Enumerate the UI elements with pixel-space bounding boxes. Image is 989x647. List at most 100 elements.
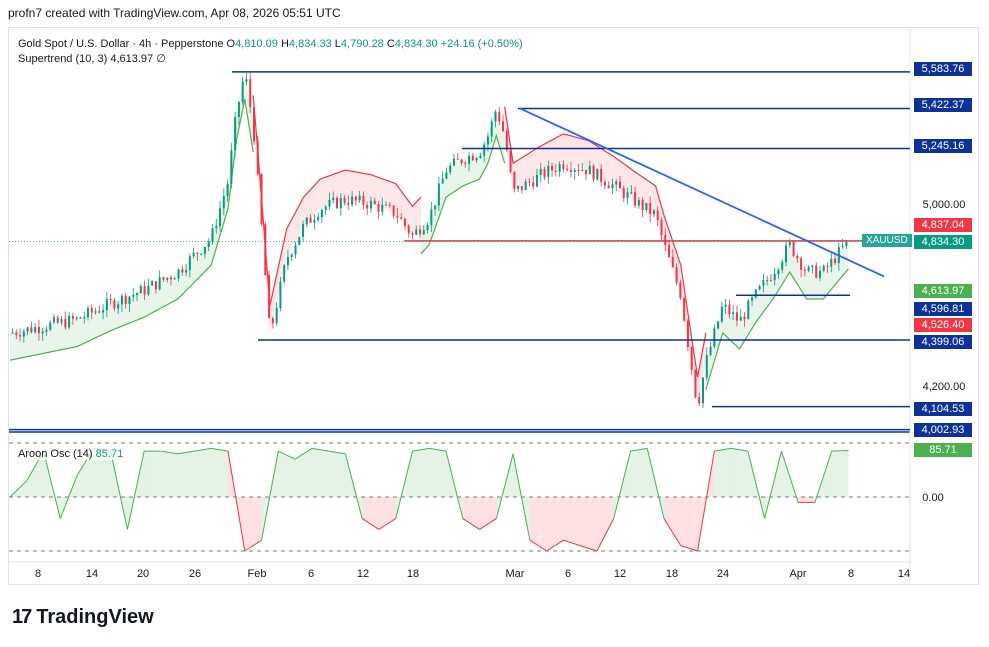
candle-body: [690, 347, 693, 370]
candle-body: [611, 184, 614, 189]
candle-body: [762, 280, 765, 286]
candle-body: [637, 199, 640, 206]
candle-body: [509, 150, 512, 172]
aroon-fill: [144, 451, 161, 497]
high-label: H: [280, 38, 289, 50]
candle-body: [777, 269, 780, 275]
close-value: 4,834.30: [394, 38, 438, 50]
candle-body: [720, 306, 723, 322]
candle-body: [203, 246, 206, 254]
candle-body: [79, 317, 82, 319]
candle-body: [15, 332, 18, 336]
candle-body: [305, 217, 308, 225]
candle-body: [430, 209, 433, 225]
close-label: C: [386, 38, 395, 50]
aroon-value: 85.71: [95, 448, 124, 460]
aroon-line-segment: [714, 447, 732, 452]
candle-body: [90, 308, 93, 313]
aroon-line-segment: [580, 545, 598, 552]
candle-body: [245, 79, 248, 82]
candle-body: [618, 181, 621, 189]
aroon-fill: [378, 497, 396, 530]
candle-body: [422, 230, 425, 235]
candle-body: [83, 317, 86, 319]
candle-body: [528, 181, 531, 183]
candle-body: [645, 202, 648, 210]
candle-body: [735, 312, 738, 321]
aroon-line-segment: [747, 450, 766, 519]
time-axis-label: 8: [35, 568, 41, 580]
aroon-fill: [311, 448, 329, 497]
time-axis-label: 14: [898, 568, 910, 580]
candle-body: [275, 308, 278, 324]
aroon-fill: [93, 448, 111, 497]
candle-body: [834, 258, 837, 264]
candle-body: [513, 171, 516, 189]
aroon-fill: [446, 451, 463, 519]
candle-body: [796, 255, 799, 259]
aroon-fill: [160, 451, 178, 497]
aroon-fill: [412, 448, 430, 497]
candle-body: [219, 208, 222, 227]
aroon-line-segment: [328, 450, 346, 455]
candle-body: [577, 169, 580, 171]
candle-body: [728, 304, 731, 315]
candle-body: [117, 304, 120, 309]
price-tag: 4,837.04: [914, 218, 972, 232]
candle-body: [698, 397, 701, 404]
candle-body: [437, 183, 440, 206]
tradingview-logo: 17 TradingView: [12, 606, 154, 628]
aroon-label: Aroon Osc (14): [18, 448, 93, 460]
price-tag: 4,526.40: [914, 318, 972, 332]
candle-body: [766, 280, 769, 282]
candle-body: [449, 165, 452, 173]
candle-body: [596, 168, 599, 180]
candle-body: [230, 150, 233, 184]
candle-body: [785, 245, 788, 263]
aroon-fill: [211, 448, 229, 497]
candle-body: [226, 183, 229, 197]
candle-body: [486, 136, 489, 145]
candle-body: [713, 328, 716, 347]
candle-body: [264, 224, 267, 276]
candle-body: [56, 317, 59, 323]
candle-body: [554, 170, 557, 172]
aroon-legend: Aroon Osc (14) 85.71: [18, 448, 124, 460]
candle-body: [377, 204, 380, 212]
candle-body: [381, 204, 384, 212]
candle-body: [94, 311, 97, 313]
candle-body: [483, 144, 486, 156]
candle-body: [151, 281, 154, 286]
candle-body: [826, 265, 829, 267]
candle-body: [68, 315, 71, 328]
aroon-line-segment: [177, 450, 195, 455]
aroon-fill: [798, 497, 815, 503]
candle-body: [679, 282, 682, 299]
time-axis-label: 18: [407, 568, 419, 580]
candle-body: [271, 318, 274, 324]
aroon-fill: [244, 497, 262, 551]
candle-body: [320, 210, 323, 218]
candle-body: [626, 192, 629, 199]
time-axis-label: 24: [717, 568, 729, 580]
candle-body: [343, 198, 346, 203]
candle-body: [732, 312, 735, 315]
aroon-line-segment: [613, 450, 631, 519]
candle-body: [660, 219, 663, 236]
candle-body: [211, 228, 214, 242]
candle-body: [336, 197, 339, 209]
candle-body: [286, 257, 289, 266]
supertrend-line-0: [9, 99, 254, 361]
candle-body: [136, 293, 139, 295]
candle-body: [671, 257, 674, 267]
candle-body: [294, 245, 297, 255]
candle-body: [830, 258, 833, 267]
candle-body: [456, 158, 459, 160]
candle-body: [109, 298, 112, 301]
candle-body: [143, 285, 146, 295]
candle-body: [490, 121, 493, 137]
candle-body: [743, 316, 746, 319]
candle-body: [717, 321, 720, 329]
aroon-line-segment: [630, 447, 648, 452]
